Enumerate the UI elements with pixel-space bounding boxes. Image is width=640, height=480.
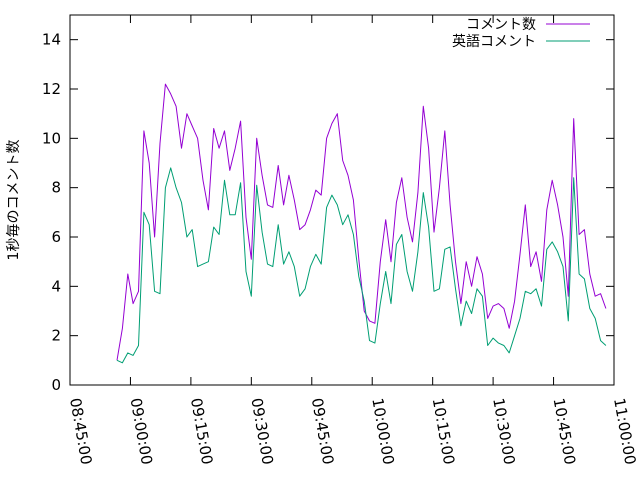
x-tick-label: 09:45:00 [308,397,337,466]
x-tick-label: 10:30:00 [489,397,518,466]
y-tick-label: 8 [51,179,61,197]
legend-label: コメント数 [466,17,536,33]
x-tick-label: 09:15:00 [187,397,216,466]
series-line-1 [116,167,607,364]
x-tick-label: 09:00:00 [127,397,156,466]
x-tick-label: 10:00:00 [368,397,397,466]
y-tick-label: 12 [42,80,61,98]
x-tick-label: 08:45:00 [66,397,95,466]
x-tick-label: 10:45:00 [550,397,579,466]
y-tick-label: 14 [42,31,61,49]
series-line-0 [116,83,607,361]
y-axis-label: 1秒毎のコメント数 [6,140,22,261]
y-axis: 0 2 4 6 8 10 12 14 [42,31,614,394]
y-tick-label: 10 [42,129,61,147]
x-tick-label: 10:15:00 [429,397,458,466]
y-tick-label: 2 [51,327,61,345]
plot-frame [69,14,615,386]
y-tick-label: 4 [51,277,61,295]
x-axis: 08:45:00 09:00:00 09:15:00 09:30:00 09:45:00… [66,15,639,466]
series-lines [116,83,607,364]
x-tick-label: 11:00:00 [610,397,639,466]
legend-label: 英語コメント [452,33,536,50]
y-tick-label: 6 [51,228,61,246]
y-tick-label: 0 [51,376,61,394]
x-tick-label: 09:30:00 [247,397,276,466]
